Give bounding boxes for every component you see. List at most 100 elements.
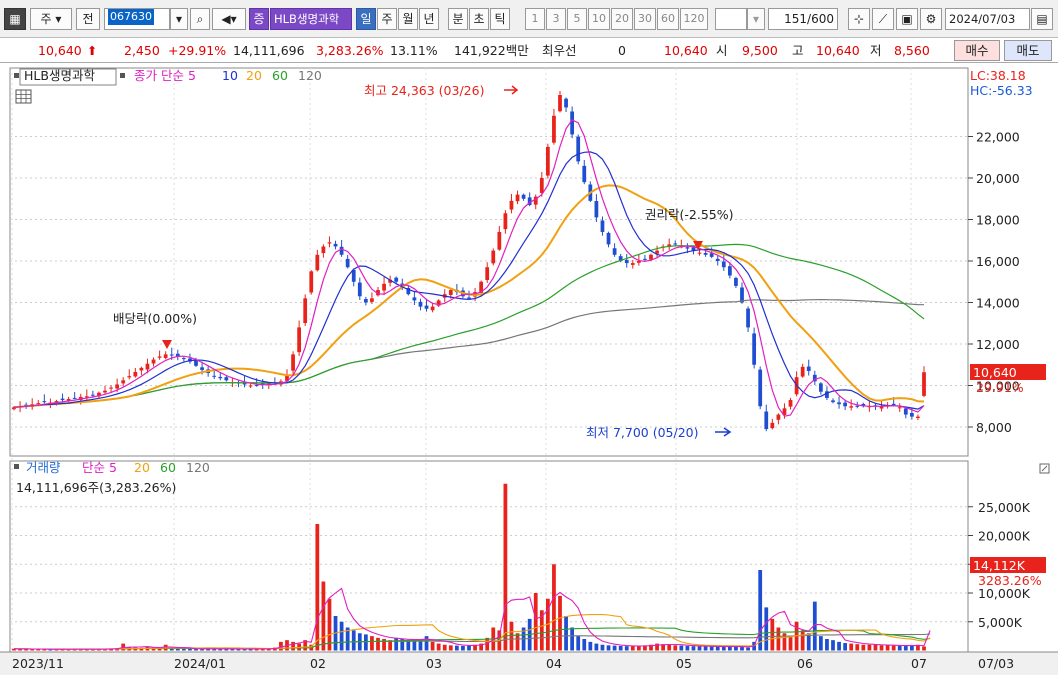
interval-60[interactable]: 60 [657, 8, 679, 30]
volume-ma5-line [13, 587, 931, 650]
all-button[interactable]: 전 [76, 8, 100, 30]
volume-bar-down [709, 646, 714, 651]
speaker-icon[interactable]: ◀▾ [212, 8, 246, 30]
interval-120[interactable]: 120 [680, 8, 708, 30]
volume-bar-down [582, 639, 587, 651]
gear-icon[interactable]: ⚙ [920, 8, 942, 30]
candle-up [630, 263, 635, 265]
volume-bar-up [442, 644, 447, 651]
candle-up [382, 283, 386, 291]
save-icon[interactable]: ▣ [896, 8, 918, 30]
ma-prefix-label: 종가 단순 5 [134, 68, 196, 83]
volume-bar-down [188, 648, 192, 651]
candle-up [491, 250, 496, 264]
candle-down [764, 411, 769, 430]
ma10-legend: 10 [222, 68, 238, 83]
interval-10[interactable]: 10 [588, 8, 610, 30]
amount-value: 141,922백만 [454, 43, 529, 58]
period-tab-second[interactable]: 초 [469, 8, 489, 30]
interval-3[interactable]: 3 [546, 8, 566, 30]
volume-bar-up [103, 648, 107, 651]
date-input[interactable]: 2024/07/03 [945, 8, 1030, 30]
volume-bar-up [30, 649, 35, 651]
period-tab-week[interactable]: 주 [377, 8, 397, 30]
volume-bar-up [655, 643, 659, 651]
volume-bar-down [740, 647, 744, 651]
trendline-tool-icon[interactable]: ⟋ [872, 8, 894, 30]
candle-down [90, 394, 95, 396]
high-value: 10,640 [816, 43, 860, 58]
candle-down [394, 277, 399, 282]
volume-toggle-icon[interactable] [14, 464, 19, 469]
high-label: 고 [792, 43, 804, 58]
buy-button[interactable]: 매수 [954, 40, 1000, 61]
candle-down [600, 220, 605, 232]
period-tab-month[interactable]: 월 [398, 8, 418, 30]
volume-bar-up [533, 593, 538, 651]
candle-up [533, 196, 538, 205]
data-table-icon[interactable] [15, 89, 32, 104]
candle-up [539, 178, 544, 193]
volume-bar-down [194, 649, 198, 651]
candle-down [400, 283, 405, 288]
volume-bar-up [72, 649, 77, 651]
market-select[interactable]: 주 ▾ [30, 8, 72, 30]
period-tab-tick[interactable]: 틱 [490, 8, 510, 30]
interval-5[interactable]: 5 [567, 8, 587, 30]
volume-bar-down [764, 607, 769, 651]
candle-up [370, 298, 374, 302]
candle-up [655, 250, 659, 254]
stock-name-field[interactable]: HLB생명과학 [270, 8, 352, 30]
up-arrow-icon: ⬆ [87, 43, 98, 58]
candle-down [175, 353, 180, 357]
period-tab-minute[interactable]: 분 [448, 8, 468, 30]
volume-ma20-legend: 20 [134, 460, 150, 475]
layout-menu-icon[interactable]: ▦ [4, 8, 26, 30]
candle-up [788, 400, 793, 407]
quote-bar [0, 38, 1058, 63]
interval-dropdown-button[interactable]: ▾ [747, 8, 765, 30]
price-tick-label: 8,000 [976, 420, 1012, 435]
period-tab-day[interactable]: 일 [356, 8, 376, 30]
candle-down [758, 369, 763, 407]
candle-up [800, 366, 805, 377]
volume-bar-up [473, 644, 477, 651]
stock-chart[interactable]: 8,000 10,000 12,000 14,000 16,000 18,000 20,00… [0, 63, 1058, 681]
low-annotation: 최저 7,700 (05/20) [586, 425, 699, 440]
interval-1[interactable]: 1 [525, 8, 545, 30]
ma-toggle-icon[interactable] [120, 73, 125, 78]
panel-toggle-icon[interactable] [14, 73, 19, 78]
volume-bar-up [891, 645, 896, 651]
candle-down [618, 256, 623, 261]
bar-count-input[interactable]: 151/600 [768, 8, 838, 30]
code-dropdown-button[interactable]: ▾ [170, 8, 188, 30]
crosshair-tool-icon[interactable]: ⊹ [848, 8, 870, 30]
volume-bar-down [618, 645, 623, 651]
low-value: 8,560 [894, 43, 930, 58]
interval-20[interactable]: 20 [611, 8, 633, 30]
interval-30[interactable]: 30 [634, 8, 656, 30]
volume-bar-down [394, 637, 399, 651]
volume-bar-up [448, 645, 453, 651]
volume-bar-up [260, 648, 265, 651]
volume-bar-down [48, 649, 53, 651]
volume-bar-up [867, 644, 872, 651]
interval-custom-input[interactable] [715, 8, 747, 30]
volume-bar-up [770, 618, 775, 651]
price-tick-label: 18,000 [976, 213, 1020, 228]
calendar-icon[interactable]: ▤ [1031, 8, 1053, 30]
candle-down [42, 401, 47, 403]
sell-button[interactable]: 매도 [1004, 40, 1052, 61]
volume-bar-up [24, 648, 29, 651]
stock-code-input[interactable]: 067630 [104, 8, 170, 30]
candle-up [558, 95, 562, 112]
price-tick-label: 10,000 [976, 379, 1020, 394]
price-panel-name-box[interactable] [19, 68, 117, 86]
candle-down [218, 376, 223, 379]
candle-down [224, 377, 229, 381]
search-icon[interactable]: ⌕ [190, 8, 210, 30]
volume-bar-up [254, 648, 259, 651]
candle-down [643, 258, 647, 260]
volume-bar-up [509, 621, 514, 651]
period-tab-year[interactable]: 년 [419, 8, 439, 30]
